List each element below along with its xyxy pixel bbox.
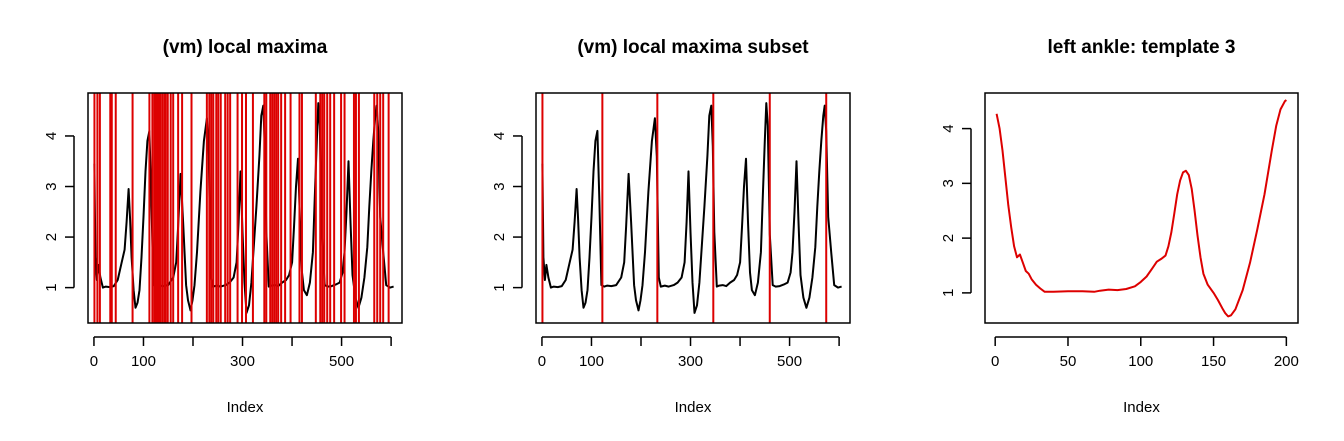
x-tick-label: 100	[1128, 353, 1153, 370]
chart-title: (vm) local maxima	[163, 37, 328, 58]
y-tick-label: 4	[43, 132, 60, 140]
x-tick-label: 200	[1274, 353, 1299, 370]
series-line	[93, 102, 394, 314]
plot-area	[541, 93, 842, 323]
x-axis-label: Index	[675, 399, 712, 416]
y-tick-label: 4	[940, 124, 957, 132]
y-tick-label: 4	[491, 132, 508, 140]
plot-area	[93, 93, 394, 323]
y-tick-label: 2	[940, 234, 957, 242]
series-line	[995, 99, 1287, 318]
x-tick-label: 0	[991, 353, 999, 370]
y-tick-label: 3	[43, 182, 60, 190]
panel-vm-local-maxima: (vm) local maxima 0 100 300 500 1 2 3 4 Index	[43, 37, 403, 416]
panel-left-ankle-template-3: left ankle: template 3 0 50 100 150 200 1 2 3 4 In…	[940, 37, 1299, 416]
x-tick-label: 0	[90, 353, 98, 370]
chart-title: (vm) local maxima subset	[577, 37, 809, 58]
chart-title: left ankle: template 3	[1048, 37, 1236, 58]
plot-frame	[87, 92, 403, 324]
x-axis-label: Index	[227, 399, 264, 416]
x-tick-label: 500	[777, 353, 802, 370]
y-tick-label: 1	[491, 283, 508, 291]
x-tick-label: 500	[329, 353, 354, 370]
plot-area	[995, 99, 1287, 318]
x-tick-label: 100	[579, 353, 604, 370]
y-tick-label: 3	[491, 182, 508, 190]
x-tick-label: 300	[230, 353, 255, 370]
y-tick-label: 2	[491, 233, 508, 241]
y-tick-label: 2	[43, 233, 60, 241]
y-tick-label: 3	[940, 179, 957, 187]
x-tick-label: 0	[538, 353, 546, 370]
x-tick-label: 100	[131, 353, 156, 370]
series-line	[541, 102, 842, 314]
plot-frame	[535, 92, 851, 324]
x-tick-label: 50	[1060, 353, 1077, 370]
panel-vm-local-maxima-subset: (vm) local maxima subset 0 100 300 500 1 2 3 4 In…	[491, 37, 851, 416]
plot-frame	[984, 92, 1299, 324]
x-tick-label: 150	[1201, 353, 1226, 370]
x-axis-label: Index	[1123, 399, 1160, 416]
x-tick-label: 300	[678, 353, 703, 370]
y-tick-label: 1	[43, 283, 60, 291]
y-tick-label: 1	[940, 289, 957, 297]
